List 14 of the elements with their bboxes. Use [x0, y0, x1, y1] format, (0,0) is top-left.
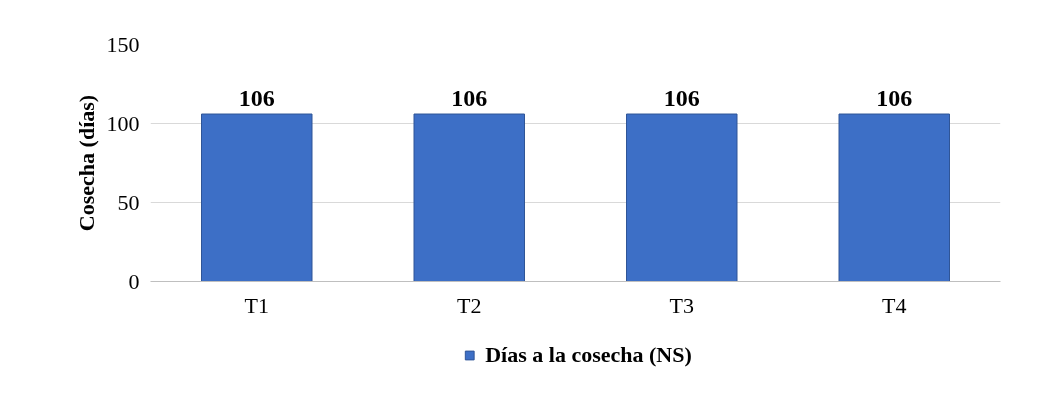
data-label: 106	[663, 85, 700, 112]
y-tick-label: 150	[106, 31, 140, 57]
y-tick-label: 100	[106, 110, 140, 136]
x-tick-label: T3	[669, 292, 694, 318]
data-label: 106	[451, 85, 488, 112]
y-tick-label: 0	[128, 268, 140, 294]
legend-label: Días a la cosecha (NS)	[485, 342, 692, 368]
data-label: 106	[876, 85, 913, 112]
x-tick-label: T1	[244, 292, 269, 318]
y-tick-label: 50	[117, 189, 140, 215]
y-axis-title: Cosecha (días)	[73, 94, 99, 232]
data-label: 106	[238, 85, 275, 112]
x-tick-label: T4	[882, 292, 907, 318]
x-tick-label: T2	[457, 292, 482, 318]
